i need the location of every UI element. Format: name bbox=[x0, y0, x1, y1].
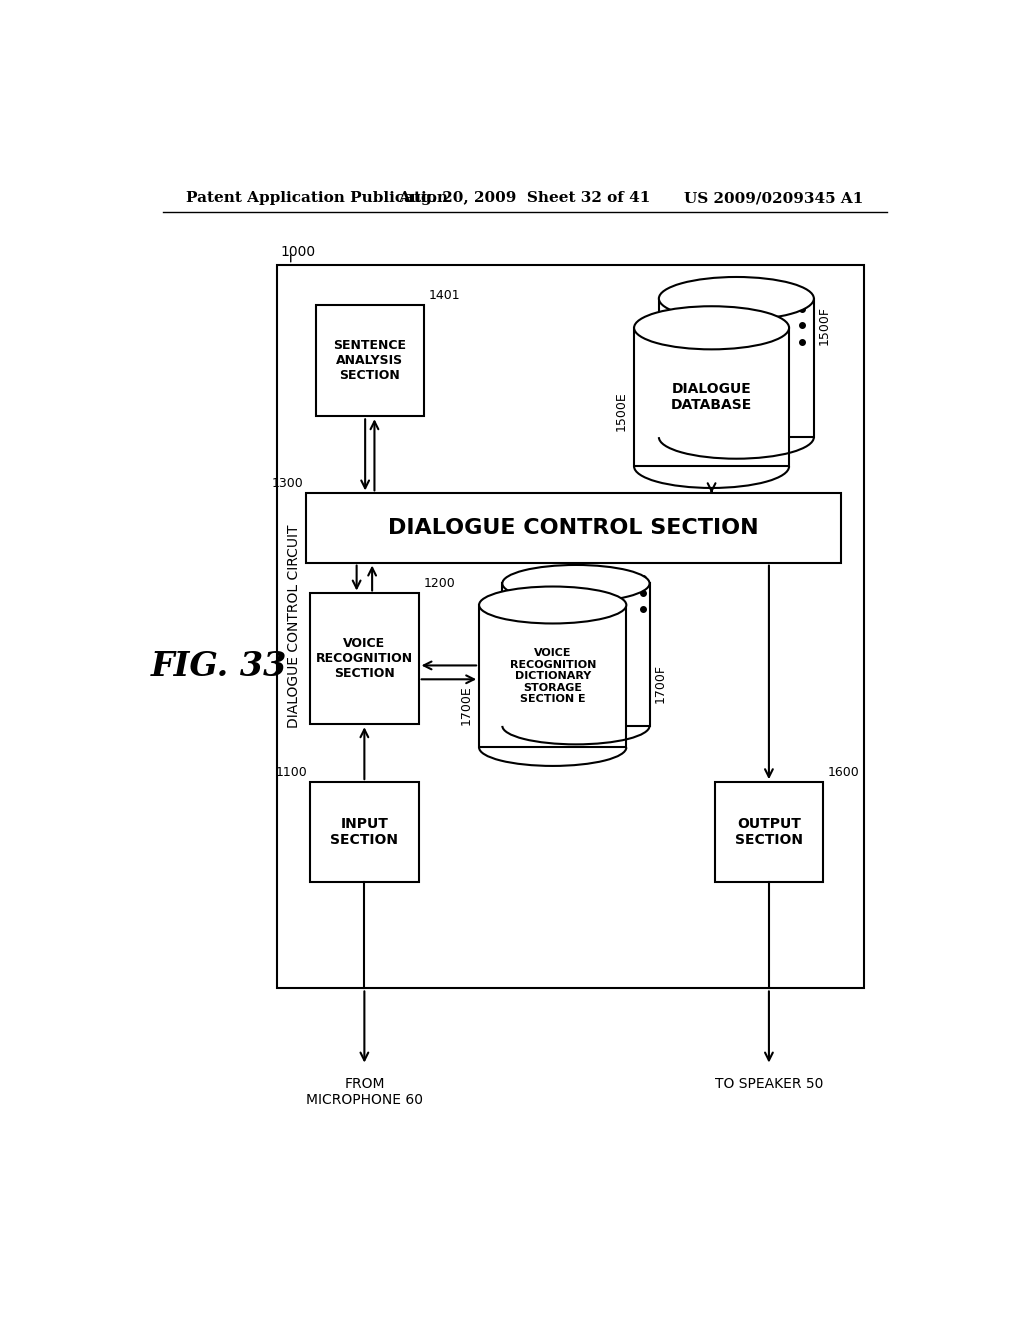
Text: 1700F: 1700F bbox=[653, 664, 667, 702]
Text: TO SPEAKER 50: TO SPEAKER 50 bbox=[715, 1077, 823, 1092]
Text: VOICE
RECOGNITION
DICTIONARY
STORAGE
SECTION E: VOICE RECOGNITION DICTIONARY STORAGE SEC… bbox=[510, 648, 596, 705]
Text: DIALOGUE CONTROL CIRCUIT: DIALOGUE CONTROL CIRCUIT bbox=[287, 525, 301, 729]
Text: DIALOGUE CONTROL SECTION: DIALOGUE CONTROL SECTION bbox=[388, 517, 759, 539]
Bar bbox=[306, 494, 841, 562]
Bar bbox=[634, 327, 790, 466]
Text: 1300: 1300 bbox=[271, 478, 303, 490]
Text: Aug. 20, 2009  Sheet 32 of 41: Aug. 20, 2009 Sheet 32 of 41 bbox=[398, 191, 651, 206]
Ellipse shape bbox=[634, 306, 790, 350]
Text: INPUT
SECTION: INPUT SECTION bbox=[331, 817, 398, 847]
Text: 1500F: 1500F bbox=[818, 306, 830, 346]
Text: SENTENCE
ANALYSIS
SECTION: SENTENCE ANALYSIS SECTION bbox=[333, 339, 407, 381]
Bar bbox=[715, 781, 823, 882]
Text: US 2009/0209345 A1: US 2009/0209345 A1 bbox=[684, 191, 863, 206]
Bar bbox=[479, 605, 627, 747]
Text: 1100: 1100 bbox=[275, 766, 307, 779]
Text: 1600: 1600 bbox=[827, 766, 859, 779]
Text: FIG. 33: FIG. 33 bbox=[152, 651, 288, 684]
Ellipse shape bbox=[479, 586, 627, 623]
Text: FROM
MICROPHONE 60: FROM MICROPHONE 60 bbox=[306, 1077, 423, 1107]
Text: VOICE
RECOGNITION
SECTION: VOICE RECOGNITION SECTION bbox=[315, 638, 413, 680]
Bar bbox=[310, 781, 419, 882]
Text: 1500E: 1500E bbox=[614, 391, 628, 430]
Text: 1401: 1401 bbox=[429, 289, 461, 302]
Text: 1200: 1200 bbox=[423, 577, 455, 590]
Text: Patent Application Publication: Patent Application Publication bbox=[186, 191, 449, 206]
Ellipse shape bbox=[658, 277, 814, 321]
Bar bbox=[315, 305, 424, 416]
Text: 1000: 1000 bbox=[281, 244, 315, 259]
Ellipse shape bbox=[503, 565, 649, 602]
Bar bbox=[276, 264, 864, 989]
Bar bbox=[658, 298, 814, 437]
Text: DIALOGUE
DATABASE: DIALOGUE DATABASE bbox=[671, 381, 753, 412]
Bar bbox=[503, 583, 649, 726]
Text: OUTPUT
SECTION: OUTPUT SECTION bbox=[735, 817, 803, 847]
Text: 1700E: 1700E bbox=[460, 685, 473, 725]
Bar bbox=[310, 594, 419, 725]
